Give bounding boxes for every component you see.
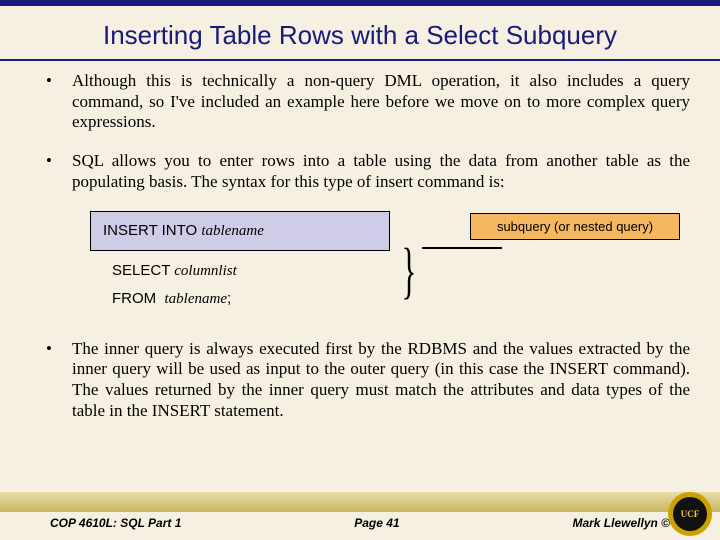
brace-icon: }	[401, 247, 416, 297]
footer-right: Mark Llewellyn ©	[572, 516, 670, 530]
bullet-list: The inner query is always executed first…	[30, 339, 690, 422]
footer-left: COP 4610L: SQL Part 1	[50, 516, 181, 530]
slide-footer: COP 4610L: SQL Part 1 Page 41 Mark Llewe…	[0, 492, 720, 540]
placeholder: columnlist	[174, 263, 237, 279]
bullet-item: SQL allows you to enter rows into a tabl…	[30, 151, 690, 192]
keyword: FROM	[112, 290, 156, 307]
placeholder: tablename	[201, 223, 263, 239]
footer-center: Page 41	[354, 516, 399, 530]
syntax-box: INSERT INTO tablename	[90, 211, 390, 251]
title-rule	[0, 59, 720, 61]
semicolon: ;	[227, 290, 231, 307]
ucf-logo-icon: UCF	[668, 492, 712, 536]
callout-connector	[422, 247, 502, 249]
bullet-list: Although this is technically a non-query…	[30, 71, 690, 193]
syntax-diagram: INSERT INTO tablename SELECT columnlist …	[90, 211, 690, 329]
keyword: INSERT INTO	[103, 222, 197, 239]
placeholder: tablename	[165, 291, 227, 307]
bullet-item: The inner query is always executed first…	[30, 339, 690, 422]
slide-content: Although this is technically a non-query…	[0, 71, 720, 422]
footer-gradient	[0, 492, 720, 512]
keyword: SELECT	[112, 262, 170, 279]
callout-box: subquery (or nested query)	[470, 213, 680, 240]
bullet-item: Although this is technically a non-query…	[30, 71, 690, 133]
slide-title: Inserting Table Rows with a Select Subqu…	[0, 6, 720, 59]
